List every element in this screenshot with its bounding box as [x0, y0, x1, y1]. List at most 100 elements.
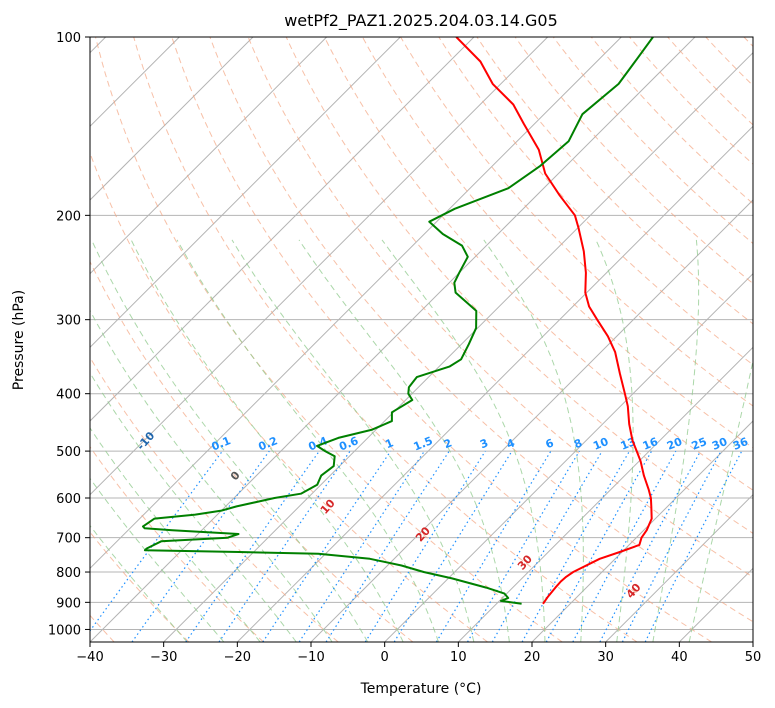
mixing-ratio-label: 36: [731, 435, 750, 453]
x-tick-label: 10: [450, 650, 467, 665]
plot-frame: [89, 36, 754, 643]
dry-adiabat-line: [209, 37, 753, 623]
mixing-ratio-line: [466, 450, 580, 642]
x-tick-label: 40: [671, 650, 688, 665]
dry-adiabat-line: [667, 37, 753, 126]
y-tick-label: 100: [56, 31, 81, 46]
mixing-ratio-line: [521, 450, 631, 642]
dry-adiabat-line: [552, 37, 753, 245]
isobar-gridlines: [90, 37, 753, 630]
x-tick-label: −10: [297, 650, 324, 665]
isotherm-line: [531, 420, 753, 642]
x-tick-label: −20: [224, 650, 251, 665]
x-tick-label: 0: [381, 650, 389, 665]
dry-adiabat-line: [438, 37, 753, 366]
y-tick-label: 800: [56, 566, 81, 581]
mixing-ratio-label: 3: [478, 436, 490, 451]
mixing-ratio-label: 30: [710, 435, 729, 453]
dry-adiabat-line: [400, 37, 753, 407]
isotherm-line: [90, 37, 622, 570]
sounding-profiles: [142, 37, 654, 605]
dry-adiabat-label: -10: [134, 429, 157, 453]
dry-adiabat-line: [362, 37, 753, 449]
isotherm-line: [605, 493, 753, 642]
dry-adiabat-line: [514, 37, 753, 285]
dry-adiabat-line: [133, 37, 638, 642]
moist-adiabat-line: [130, 239, 404, 642]
isotherm-line: [90, 37, 549, 496]
dry-adiabats: [90, 37, 753, 642]
mixing-ratio-label: 6: [544, 436, 556, 451]
mixing-ratio-line: [298, 450, 425, 642]
y-axis-ticks: 100 200 300 400 500 600 700 800 900 1000: [48, 31, 90, 638]
dry-adiabat-label: 20: [413, 524, 433, 544]
temperature-profile-line: [455, 37, 653, 605]
mixing-ratio-label: 8: [572, 436, 584, 451]
reference-line-labels: 0.10.20.40.611.52346810131620253036-100-…: [0, 362, 750, 601]
moist-adiabat-line: [91, 239, 369, 642]
isotherm-line: [163, 51, 753, 642]
isotherm-line: [90, 37, 696, 642]
moist-adiabat-line: [688, 358, 753, 642]
isotherm-line: [752, 641, 753, 642]
mixing-ratio-line: [599, 450, 702, 642]
moist-adiabat-line: [652, 239, 700, 642]
mixing-ratio-line: [572, 450, 677, 642]
mixing-ratio-label: 2: [442, 436, 454, 451]
x-tick-label: 30: [597, 650, 614, 665]
dry-adiabat-line: [247, 37, 753, 578]
mixing-ratio-label: 1: [383, 436, 395, 451]
mixing-ratio-line: [364, 450, 486, 642]
moist-adiabat-line: [90, 524, 188, 642]
isotherm-line: [90, 37, 328, 275]
mixing-ratio-lines: [90, 450, 743, 642]
mixing-ratio-label: 20: [665, 435, 684, 453]
moist-adiabat-line: [483, 239, 584, 642]
x-tick-label: 20: [524, 650, 541, 665]
dry-adiabat-line: [743, 37, 753, 48]
isotherm-line: [90, 37, 401, 349]
x-axis-ticks: −40 −30 −20 −10 0 10 20 30 40 50: [76, 642, 761, 665]
mixing-ratio-label: 16: [641, 435, 660, 453]
isotherm-line: [90, 37, 475, 422]
dry-adiabat-label: -20: [56, 401, 79, 425]
mixing-ratio-line: [185, 450, 320, 642]
dry-adiabat-label: 10: [318, 496, 338, 516]
plot-area: 0.10.20.40.611.52346810131620253036-100-…: [0, 37, 753, 642]
moist-adiabat-line: [90, 477, 225, 642]
isotherm-line: [90, 37, 254, 201]
moist-adiabat-line: [381, 239, 546, 642]
y-tick-label: 300: [56, 314, 81, 329]
dry-adiabat-line: [90, 151, 488, 642]
dry-adiabat-line: [590, 37, 753, 205]
mixing-ratio-label: 25: [690, 435, 709, 453]
x-axis-label: Temperature (°C): [360, 681, 482, 697]
y-tick-label: 1000: [48, 623, 81, 638]
moist-adiabat-line: [298, 239, 510, 642]
dry-adiabat-line: [90, 260, 414, 642]
dry-adiabat-line: [323, 37, 753, 491]
dewpoint-profile-line: [142, 37, 654, 605]
mixing-ratio-label: 10: [591, 435, 610, 453]
y-tick-label: 600: [56, 492, 81, 507]
chart-title: wetPf2_PAZ1.2025.204.03.14.G05: [284, 11, 558, 31]
isotherm-line: [457, 346, 753, 642]
x-tick-label: −30: [150, 650, 177, 665]
moist-adiabat-line: [595, 239, 634, 642]
y-tick-label: 900: [56, 596, 81, 611]
mixing-ratio-line: [545, 450, 653, 642]
x-tick-label: 50: [745, 650, 762, 665]
y-axis-label: Pressure (hPa): [11, 290, 27, 390]
isotherm-line: [384, 272, 753, 642]
moist-adiabat-line: [90, 309, 333, 642]
isotherm-line: [236, 125, 753, 642]
dry-adiabat-label: -30: [0, 362, 1, 386]
mixing-ratio-line: [393, 450, 513, 642]
moist-adiabat-line: [176, 239, 439, 642]
mixing-ratio-line: [435, 450, 552, 642]
isotherm-gridlines: [90, 37, 753, 642]
dry-adiabat-label: 40: [624, 581, 644, 601]
dry-adiabat-line: [629, 37, 753, 165]
isotherm-line: [678, 567, 753, 642]
